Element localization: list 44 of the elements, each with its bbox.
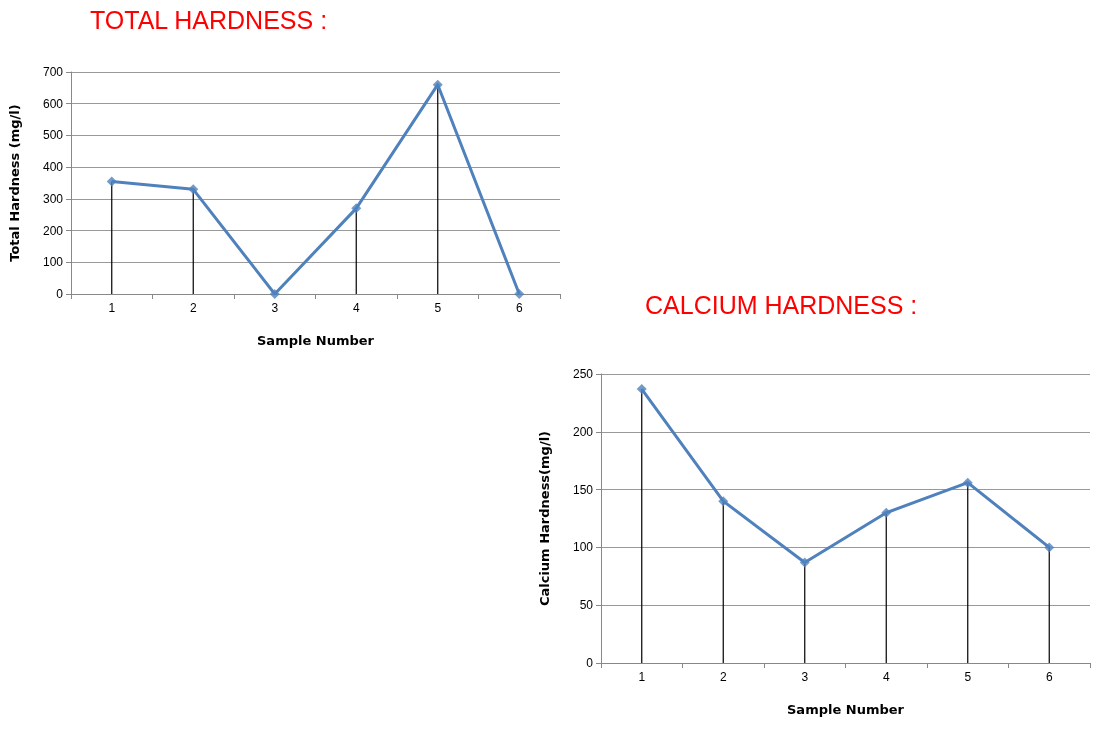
x-axis-title: Sample Number	[787, 702, 905, 717]
x-tick-label: 5	[964, 670, 972, 684]
point	[636, 384, 647, 395]
x-tick-label: 1	[108, 301, 116, 315]
x-tick-label: 2	[719, 670, 727, 684]
y-tick-label: 600	[42, 96, 64, 111]
point	[514, 289, 525, 299]
x-tick-label: 6	[1045, 670, 1053, 684]
point	[351, 203, 362, 214]
x-tick-label: 3	[801, 670, 809, 684]
y-axis-title: Calcium Hardness(mg/l)	[537, 430, 552, 607]
y-tick-label: 0	[586, 656, 594, 670]
y-tick-label: 700	[42, 65, 64, 79]
y-tick-label: 0	[56, 287, 64, 301]
y-tick-label: 150	[572, 482, 594, 497]
chart-title: CALCIUM HARDNESS :	[645, 290, 918, 319]
x-tick-label: 1	[638, 670, 646, 684]
point	[799, 557, 810, 568]
x-tick-label: 4	[882, 670, 890, 684]
y-axis-title: Total Hardness (mg/l)	[7, 104, 22, 262]
point	[1044, 542, 1055, 553]
point	[269, 289, 280, 299]
x-tick-label: 6	[515, 301, 523, 315]
x-tick-label: 4	[352, 301, 360, 315]
chart-title: TOTAL HARDNESS :	[90, 5, 328, 34]
y-tick-label: 100	[42, 255, 64, 270]
x-axis-title: Sample Number	[257, 333, 375, 348]
y-tick-label: 500	[42, 128, 64, 143]
point	[718, 496, 729, 507]
y-tick-label: 400	[42, 160, 64, 175]
point	[188, 184, 199, 195]
x-tick-label: 5	[434, 301, 442, 315]
y-tick-label: 200	[42, 223, 64, 238]
y-tick-label: 100	[572, 540, 594, 555]
point	[962, 477, 973, 488]
x-tick-label: 2	[189, 301, 197, 315]
point	[106, 176, 117, 187]
y-tick-label: 300	[42, 191, 64, 206]
point	[881, 507, 892, 518]
y-tick-label: 50	[579, 598, 594, 613]
y-tick-label: 200	[572, 424, 594, 439]
x-tick-label: 3	[271, 301, 279, 315]
point	[432, 79, 443, 90]
y-tick-label: 250	[572, 367, 594, 381]
